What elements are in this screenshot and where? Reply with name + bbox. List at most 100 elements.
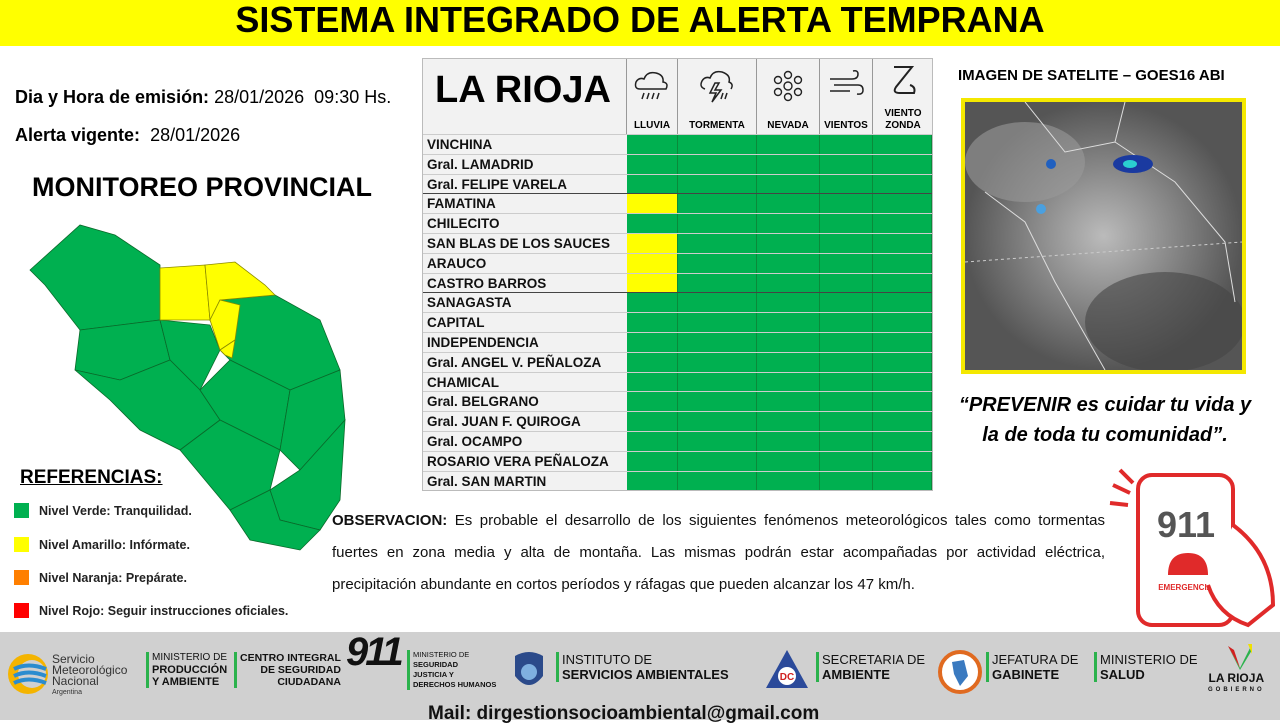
alert-cell-nevada [757,135,820,154]
alert-cell-nevada [757,392,820,412]
alert-cell-nevada [757,333,820,352]
alert-cell-lluvia [627,392,678,412]
department-name: Gral. FELIPE VARELA [427,176,568,192]
department-name: CHAMICAL [427,374,499,390]
alert-cell-viento-zonda [873,451,932,471]
map-region-castro-barros [209,299,241,351]
alert-cell-viento-zonda [873,412,932,431]
centro-911-logo: CENTRO INTEGRAL DE SEGURIDAD CIUDADANA [234,652,341,688]
smn-logo-icon [8,654,48,694]
alert-cell-nevada [757,253,820,273]
department-name: SAN BLAS DE LOS SAUCES [427,236,611,251]
alert-cell-tormenta [678,253,757,273]
alert-cell-tormenta [678,293,757,313]
gobierno-la-rioja-logo: LA RIOJA GOBIERNO [1208,671,1265,693]
orange-swatch [14,570,29,585]
table-row: CASTRO BARROS [423,272,932,293]
alert-cell-vientos [820,313,873,332]
alert-cell-tormenta [678,194,757,214]
alert-cell-vientos [820,234,873,253]
alert-cell-nevada [757,432,820,451]
wind-icon [830,70,864,95]
table-row: CAPITAL [423,312,932,332]
svg-text:911: 911 [1157,504,1215,545]
alert-cell-nevada [757,234,820,253]
svg-text:EMERGENCIAS: EMERGENCIAS [1158,583,1218,592]
alert-cell-tormenta [678,412,757,431]
alert-cell-lluvia [627,135,678,154]
alert-cell-nevada [757,412,820,431]
department-name: FAMATINA [427,196,496,212]
alert-cell-viento-zonda [873,372,932,392]
department-name: ROSARIO VERA PEÑALOZA [427,453,609,469]
table-row: SANAGASTA [423,292,932,313]
map-region-rosario-vera [229,489,321,551]
alert-cell-lluvia [627,253,678,273]
department-name: ARAUCO [427,255,487,271]
alert-cell-vientos [820,273,873,293]
alert-cell-tormenta [678,154,757,174]
rain-icon [634,71,668,100]
department-name: SANAGASTA [427,295,512,311]
alert-cell-viento-zonda [873,253,932,273]
table-row: Gral. JUAN F. QUIROGA [423,411,932,431]
table-row: Gral. LAMADRID [423,153,932,174]
table-row: INDEPENDENCIA [423,332,932,352]
table-row: SAN BLAS DE LOS SAUCES [423,233,932,253]
centro-911-number: 911 [346,630,404,674]
footer: Servicio Meteorológico Nacional Argentina M… [0,632,1280,720]
alert-validity: Alerta vigente: 28/01/2026 [15,125,241,145]
alert-cell-tormenta [678,135,757,154]
alert-cell-viento-zonda [873,273,932,293]
alert-cell-lluvia [627,471,678,491]
alert-cell-viento-zonda [873,352,932,372]
satellite-image [961,98,1246,374]
alert-cell-lluvia [627,333,678,352]
alert-cell-vientos [820,194,873,214]
alert-cell-lluvia [627,234,678,253]
alert-cell-viento-zonda [873,432,932,451]
alert-cell-viento-zonda [873,471,932,491]
table-row: FAMATINA [423,193,932,214]
alert-cell-viento-zonda [873,313,932,332]
alert-cell-tormenta [678,352,757,372]
alert-cell-nevada [757,273,820,293]
alert-cell-viento-zonda [873,392,932,412]
alert-cell-vientos [820,412,873,431]
alert-cell-nevada [757,154,820,174]
alert-cell-lluvia [627,174,678,194]
alert-cell-vientos [820,293,873,313]
map-region-vinchina [29,224,161,331]
reference-verde: Nivel Verde: Tranquilidad. [14,503,192,518]
alert-cell-tormenta [678,451,757,471]
alert-cell-vientos [820,253,873,273]
yellow-swatch [14,537,29,552]
alert-cell-tormenta [678,333,757,352]
zonda-icon [893,66,916,94]
alert-cell-nevada [757,293,820,313]
alert-cell-vientos [820,372,873,392]
reference-rojo: Nivel Rojo: Seguir instrucciones oficial… [14,603,288,618]
alert-cell-nevada [757,352,820,372]
department-name: CHILECITO [427,216,500,232]
alert-cell-vientos [820,471,873,491]
alert-cell-viento-zonda [873,194,932,214]
table-row: ROSARIO VERA PEÑALOZA [423,450,932,471]
alert-cell-lluvia [627,451,678,471]
monitoreo-heading: MONITOREO PROVINCIAL [32,172,373,202]
secretaria-logo: SECRETARIA DE AMBIENTE [816,652,925,682]
svg-text:DC: DC [780,672,794,683]
map-region-felipe-varela [159,319,221,391]
alert-cell-vientos [820,392,873,412]
la-rioja-flag-icon [1228,644,1252,670]
department-name: VINCHINA [427,137,493,152]
seguridad-logo: MINISTERIO DE SEGURIDAD JUSTICIA Y DERECHOS… [407,650,496,690]
alert-cell-tormenta [678,432,757,451]
salud-logo: MINISTERIO DE SALUD [1094,652,1198,682]
table-row: Gral. FELIPE VARELA [423,173,932,194]
table-row: ARAUCO [423,252,932,273]
alert-cell-lluvia [627,214,678,233]
alert-cell-lluvia [627,194,678,214]
emergency-911-logo: 911 EMERGENCIAS [1109,468,1276,628]
alert-cell-lluvia [627,432,678,451]
